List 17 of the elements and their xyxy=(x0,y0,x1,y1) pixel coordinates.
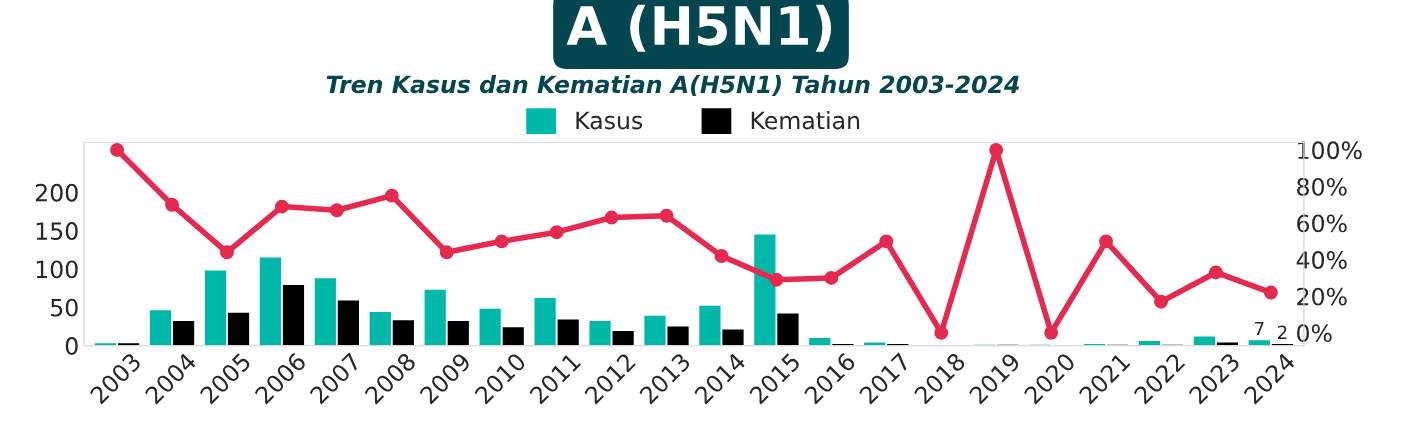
y2-tick-label: 80% xyxy=(1297,177,1347,196)
chart-subtitle: Tren Kasus dan Kematian A(H5N1) Tahun 2003-2024 xyxy=(326,74,1019,97)
y-tick-label: 50 xyxy=(51,298,78,317)
chart-title: A (H5N1) xyxy=(566,4,832,52)
legend-label: Kematian xyxy=(751,111,860,130)
data-label: 2 xyxy=(1278,325,1287,339)
y2-tick-label: 100% xyxy=(1298,141,1362,160)
y-tick-label: 0 xyxy=(65,337,78,355)
y2-tick-label: 20% xyxy=(1297,287,1347,306)
y-tick-label: 200 xyxy=(35,183,78,202)
y2-tick-label: 40% xyxy=(1296,251,1347,269)
y-tick-label: 150 xyxy=(36,222,78,240)
y2-tick-label: 0% xyxy=(1297,324,1332,343)
y2-tick-label: 60% xyxy=(1297,214,1347,233)
data-label: 7 xyxy=(1255,321,1264,336)
legend-label: Kasus xyxy=(576,111,643,130)
y-tick-label: 100 xyxy=(36,260,78,279)
